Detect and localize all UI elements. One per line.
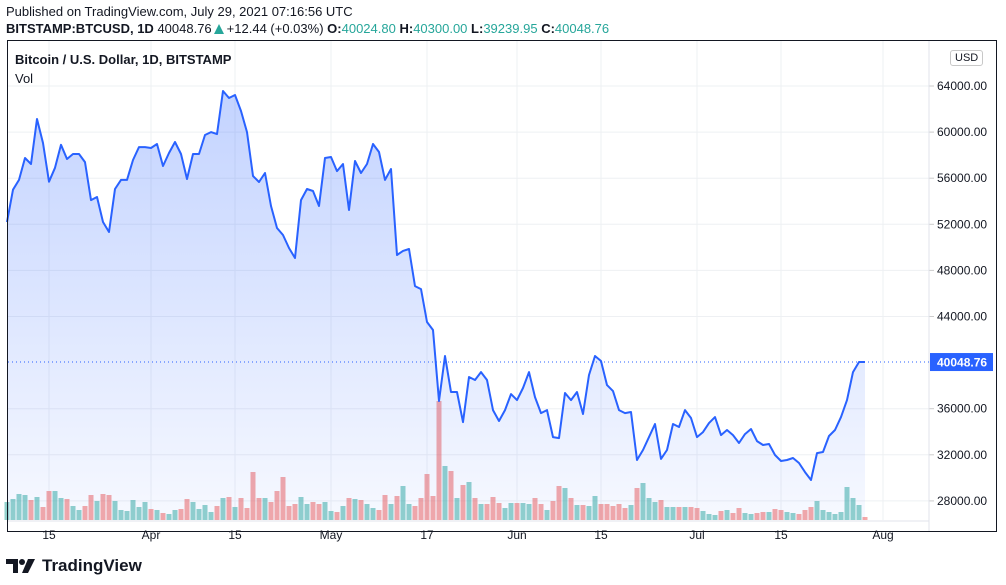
price-area-fill	[7, 91, 865, 520]
price-line	[6, 90, 865, 481]
low-value: 39239.95	[483, 21, 538, 36]
close-value: 40048.76	[554, 21, 610, 36]
y-tick-label: 32000.00	[937, 448, 987, 462]
y-tick-label: 48000.00	[937, 263, 987, 277]
low-label: L:	[471, 21, 484, 36]
y-tick-label: 52000.00	[937, 217, 987, 231]
last-price-label-bg	[930, 353, 993, 372]
y-tick-label: 36000.00	[937, 402, 987, 416]
chart-legend: Bitcoin / U.S. Dollar, 1D, BITSTAMP Vol	[15, 52, 231, 86]
y-tick-label: 60000.00	[937, 125, 987, 139]
logo-text: TradingView	[42, 556, 142, 575]
y-tick-label: 44000.00	[937, 310, 987, 324]
up-arrow-icon	[213, 24, 224, 34]
high-label: H:	[399, 21, 414, 36]
y-tick-label: 56000.00	[937, 171, 987, 185]
open-label: O:	[327, 21, 342, 36]
high-value: 40300.00	[413, 21, 468, 36]
y-tick-label: 64000.00	[937, 79, 987, 93]
chart-frame	[7, 40, 997, 532]
published-info: Published on TradingView.com, July 29, 2…	[6, 4, 353, 19]
currency-button[interactable]: USD	[950, 50, 984, 66]
y-tick-label: 28000.00	[937, 494, 987, 508]
series-title: Bitcoin / U.S. Dollar, 1D, BITSTAMP	[15, 52, 232, 67]
tradingview-logo-icon	[6, 559, 35, 573]
volume-label: Vol	[15, 71, 34, 86]
price-change: +12.44 (+0.03%)	[226, 21, 324, 36]
tradingview-logo[interactable]: TradingView	[6, 556, 142, 576]
symbol-name: BITSTAMP:BTCUSD, 1D	[6, 21, 154, 36]
last-price-label: 40048.76	[937, 356, 987, 370]
close-label: C:	[541, 21, 555, 36]
open-value: 40024.80	[341, 21, 396, 36]
last-price: 40048.76	[157, 21, 212, 36]
symbol-bar: BITSTAMP:BTCUSD, 1D 40048.76 +12.44 (+0.0…	[6, 21, 609, 36]
